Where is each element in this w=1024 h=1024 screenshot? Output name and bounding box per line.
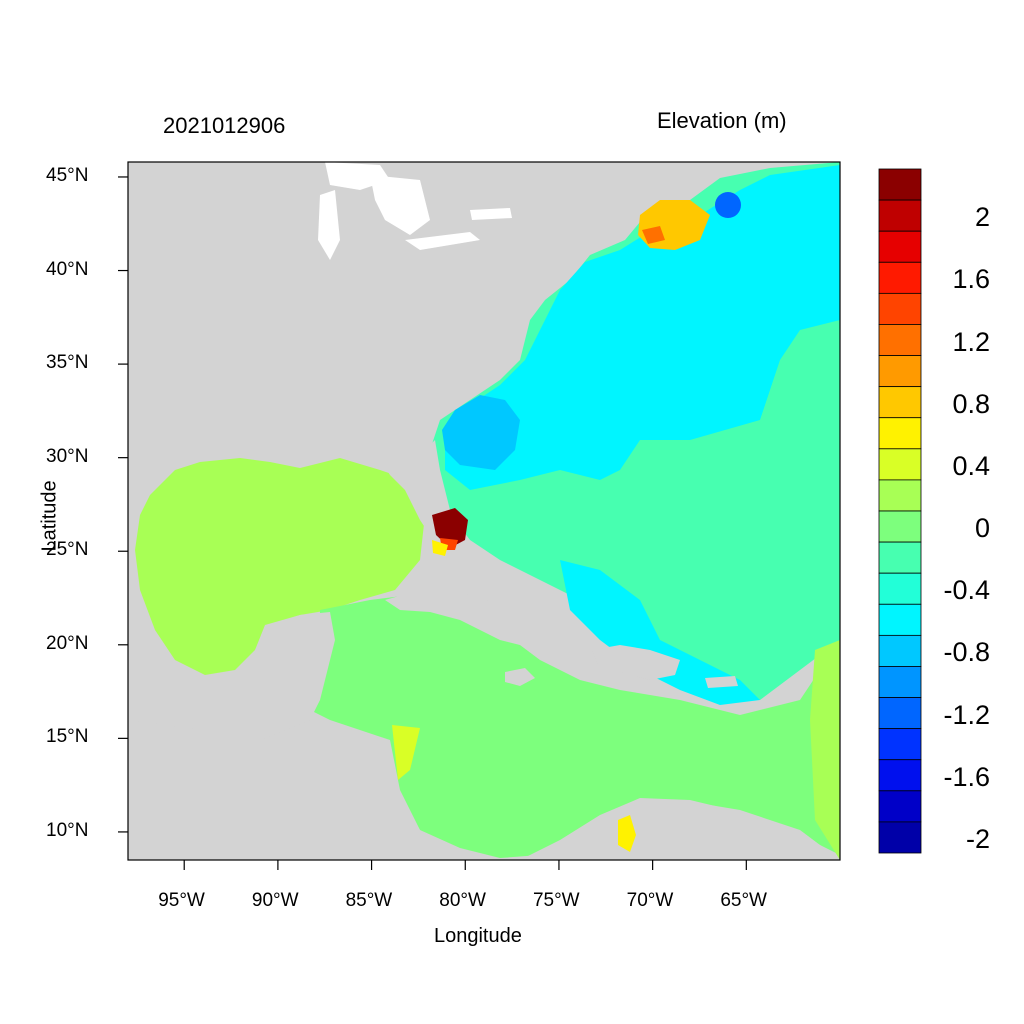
florida-surge-yellow — [432, 540, 448, 556]
maracaibo-high — [618, 815, 636, 852]
gulf-of-maine-low — [715, 192, 741, 218]
colorbar-swatch — [878, 634, 922, 667]
colorbar-swatch — [878, 386, 922, 419]
puerto-rico — [705, 676, 738, 688]
x-axis-title: Longitude — [434, 925, 522, 947]
x-axis-ticks — [183, 860, 747, 870]
lake-ontario — [470, 208, 512, 220]
colorbar-label: 0.4 — [952, 450, 990, 481]
low-water-patch — [442, 395, 520, 470]
florida-surge — [432, 508, 468, 548]
colorbar-label: 0.8 — [952, 388, 990, 419]
y-tick-label: 10°N — [46, 819, 89, 841]
colorbar-swatch — [878, 603, 922, 636]
y-tick-label: 30°N — [46, 445, 89, 467]
caribbean-sea — [310, 595, 840, 860]
x-tick-label: 90°W — [251, 890, 299, 911]
x-tick-label: 75°W — [532, 890, 580, 911]
y-tick-label: 45°N — [46, 164, 89, 186]
y-tick-label: 20°N — [46, 632, 89, 654]
colorbar-swatch — [878, 510, 922, 543]
colorbar-label: -1.6 — [943, 761, 990, 792]
lake-huron — [370, 175, 430, 235]
yucatan — [255, 612, 335, 720]
plot-frame — [127, 161, 841, 861]
colorbar-label: -1.2 — [943, 699, 990, 730]
colorbar-swatch — [878, 261, 922, 294]
colorbar-swatch — [878, 728, 922, 761]
colorbar-label: 0 — [974, 513, 990, 544]
gulf-of-mexico — [135, 458, 425, 675]
colorbar-label: -0.4 — [943, 575, 990, 606]
colorbar-swatch — [878, 168, 922, 201]
colorbar-swatch — [878, 417, 922, 450]
x-tick-label: 70°W — [626, 890, 674, 911]
colorbar-swatch — [878, 230, 922, 263]
right-title: Elevation (m) — [657, 108, 787, 133]
cyan-band — [445, 165, 840, 490]
honduras-lime — [392, 725, 420, 780]
colorbar-swatch — [878, 759, 922, 792]
jamaica — [505, 668, 535, 686]
x-tick-label: 95°W — [158, 890, 205, 911]
colorbar-swatch — [878, 572, 922, 605]
colorbar-label: -2 — [965, 824, 990, 854]
colorbar-swatch — [878, 199, 922, 232]
x-tick-label: 85°W — [345, 890, 393, 911]
y-axis-ticks — [118, 176, 128, 833]
x-tick-label: 80°W — [439, 890, 486, 911]
colorbar-label: 1.6 — [952, 264, 990, 295]
colorbar-swatch — [878, 324, 922, 356]
colorbar-swatch — [878, 292, 922, 325]
south-america — [520, 798, 840, 860]
colorbar-swatch — [878, 448, 922, 481]
colorbar-swatch — [878, 355, 922, 388]
colorbar — [878, 168, 922, 854]
colorbar-swatch — [878, 697, 922, 730]
y-tick-label: 25°N — [46, 539, 89, 561]
colorbar-label: -0.8 — [943, 637, 990, 668]
y-tick-label: 15°N — [46, 726, 89, 748]
lake-erie — [405, 232, 480, 250]
cuba — [385, 590, 590, 660]
map-panel — [128, 162, 840, 860]
central-america — [128, 720, 440, 860]
hispaniola — [592, 645, 680, 680]
colorbar-label: 1.2 — [952, 326, 990, 357]
colorbar-swatch — [878, 479, 922, 512]
left-title: 2021012906 — [163, 113, 286, 138]
y-tick-label: 35°N — [46, 352, 89, 374]
y-tick-label: 40°N — [46, 258, 89, 280]
x-tick-label: 65°W — [720, 890, 767, 911]
colorbar-swatch — [878, 821, 922, 854]
cyan-band-south — [560, 560, 760, 705]
colorbar-swatch — [878, 666, 922, 698]
east-carib-lime — [810, 640, 840, 860]
lake-michigan — [318, 190, 340, 260]
new-england-orange — [642, 226, 665, 244]
colorbar-label: 2 — [974, 202, 990, 233]
colorbar-swatch — [878, 790, 922, 823]
colorbar-swatch — [878, 541, 922, 574]
